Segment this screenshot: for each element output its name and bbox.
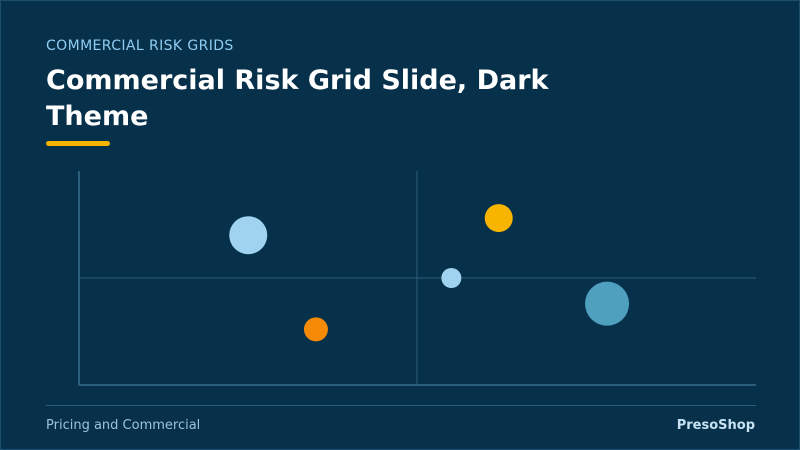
footer-brand: PresoShop xyxy=(676,418,755,433)
slide-title: Commercial Risk Grid Slide, Dark Theme xyxy=(46,65,549,132)
risk-point-2 xyxy=(303,317,328,342)
footer-divider xyxy=(46,405,756,406)
footer-category: Pricing and Commercial xyxy=(46,418,201,433)
risk-point-1 xyxy=(229,216,268,255)
section-label: COMMERCIAL RISK GRIDS xyxy=(46,38,234,54)
risk-points xyxy=(229,204,630,342)
risk-point-5 xyxy=(585,281,630,326)
risk-point-4 xyxy=(484,204,513,233)
title-accent-bar xyxy=(46,141,110,146)
risk-point-3 xyxy=(441,268,462,288)
